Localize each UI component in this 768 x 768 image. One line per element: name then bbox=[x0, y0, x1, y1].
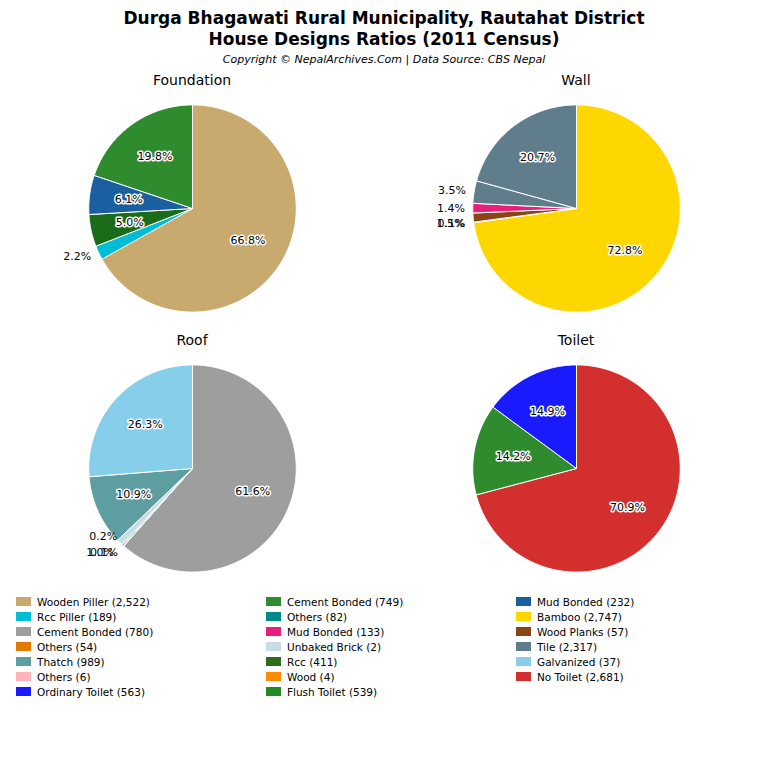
svg-text:26.3%: 26.3% bbox=[128, 418, 163, 431]
html-text:Tile (2,317): Tile (2,317) bbox=[537, 640, 597, 653]
html-text:Mud Bonded (232): Mud Bonded (232) bbox=[537, 595, 635, 608]
svg-text:3.5%: 3.5% bbox=[438, 184, 466, 197]
svg-text:14.2%: 14.2% bbox=[496, 450, 531, 463]
html-text:Flush Toilet (539): Flush Toilet (539) bbox=[287, 685, 378, 698]
html-text:Unbaked Brick (2): Unbaked Brick (2) bbox=[287, 640, 382, 653]
html-text:Toilet: Toilet bbox=[557, 332, 595, 348]
html-text:Wood Planks (57): Wood Planks (57) bbox=[537, 625, 629, 638]
html-text:Roof: Roof bbox=[176, 332, 208, 348]
html-text:No Toilet (2,681): No Toilet (2,681) bbox=[537, 670, 624, 683]
svg-text:66.8%: 66.8% bbox=[231, 234, 266, 247]
svg-text:5.0%: 5.0% bbox=[116, 216, 144, 229]
svg-text:10.9%: 10.9% bbox=[116, 488, 151, 501]
svg-text:72.8%: 72.8% bbox=[608, 244, 643, 257]
svg-text:61.6%: 61.6% bbox=[235, 485, 270, 498]
html-text:Copyright © NepalArchives.Com: Copyright © NepalArchives.Com | Data Sou… bbox=[222, 53, 546, 66]
html-text:Wall: Wall bbox=[561, 72, 591, 88]
html-text:Wooden Piller (2,522): Wooden Piller (2,522) bbox=[37, 595, 150, 608]
html-text:Wood (4): Wood (4) bbox=[287, 670, 335, 683]
html-text:Others (82): Others (82) bbox=[287, 610, 348, 623]
svg-text:20.7%: 20.7% bbox=[520, 151, 555, 164]
svg-text:19.8%: 19.8% bbox=[138, 150, 173, 163]
html-text:Cement Bonded (749): Cement Bonded (749) bbox=[287, 595, 404, 608]
svg-text:1.0%: 1.0% bbox=[86, 546, 114, 559]
html-text:Cement Bonded (780): Cement Bonded (780) bbox=[37, 625, 154, 638]
html-text:Others (6): Others (6) bbox=[37, 670, 91, 683]
html-text:Thatch (989): Thatch (989) bbox=[37, 655, 105, 668]
svg-text:2.2%: 2.2% bbox=[63, 250, 91, 263]
svg-text:6.1%: 6.1% bbox=[115, 193, 143, 206]
html-text:Mud Bonded (133): Mud Bonded (133) bbox=[287, 625, 385, 638]
html-text:Galvanized (37): Galvanized (37) bbox=[537, 655, 621, 668]
html-text:Others (54): Others (54) bbox=[37, 640, 98, 653]
html-text:Durga Bhagawati Rural Municipa: Durga Bhagawati Rural Municipality, Raut… bbox=[123, 8, 645, 28]
svg-text:70.9%: 70.9% bbox=[610, 501, 645, 514]
svg-text:14.9%: 14.9% bbox=[530, 405, 565, 418]
html-text:Bamboo (2,747): Bamboo (2,747) bbox=[537, 610, 622, 623]
html-text:Ordinary Toilet (563): Ordinary Toilet (563) bbox=[37, 685, 145, 698]
svg-text:1.5%: 1.5% bbox=[436, 217, 464, 230]
html-text:Foundation: Foundation bbox=[152, 72, 232, 88]
html-text:House Designs Ratios (2011 Cen: House Designs Ratios (2011 Census) bbox=[208, 29, 560, 49]
svg-text:1.4%: 1.4% bbox=[437, 202, 465, 215]
html-text:Rcc Piller (189): Rcc Piller (189) bbox=[37, 610, 117, 623]
html-text:Rcc (411): Rcc (411) bbox=[287, 655, 338, 668]
svg-text:0.2%: 0.2% bbox=[89, 530, 117, 543]
